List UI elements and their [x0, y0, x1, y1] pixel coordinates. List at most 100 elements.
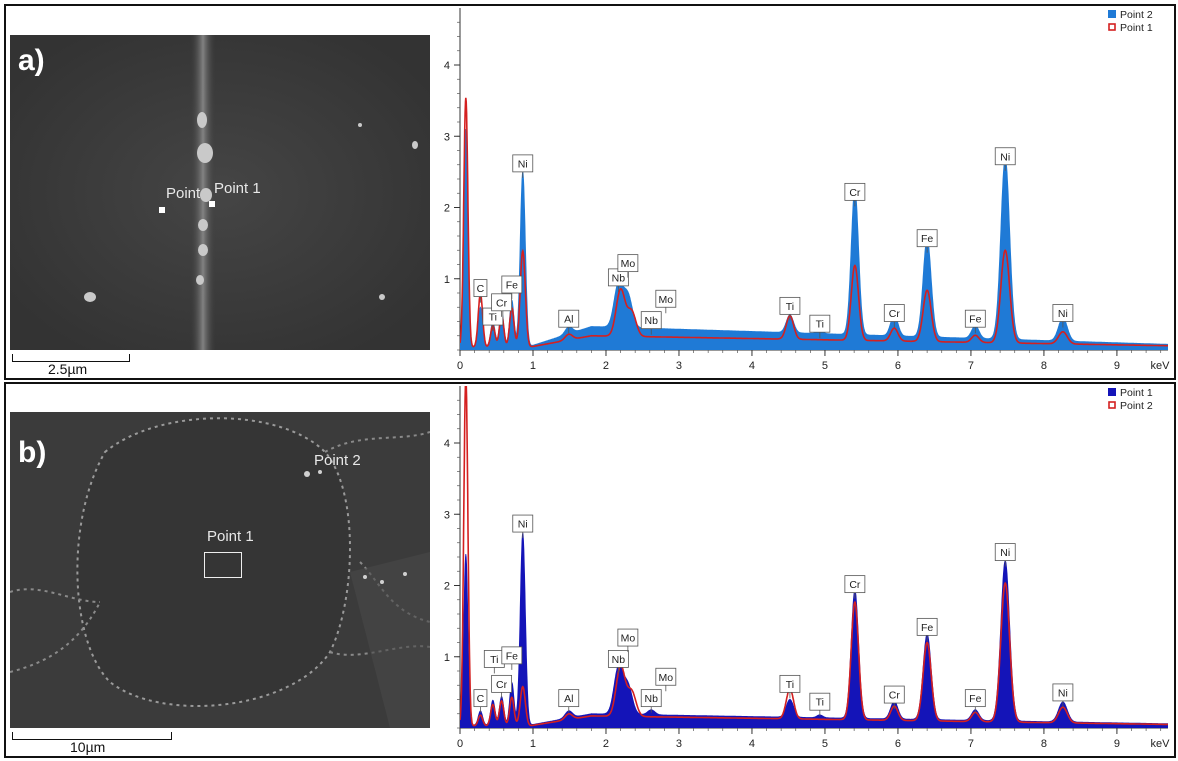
- panel-b-frame: [4, 382, 1176, 758]
- peak-tag: Cr: [491, 674, 513, 699]
- sem-point-label: Point 2: [314, 452, 361, 469]
- peak-tag-box: [491, 293, 513, 312]
- peak-tag-box: [491, 674, 513, 693]
- sem-roi-rectangle: [204, 552, 242, 578]
- peak-tag: Cr: [883, 304, 905, 328]
- peak-tag-box: [883, 685, 905, 704]
- x-tick-label: 0: [457, 360, 463, 372]
- peak-tag-box: [964, 689, 986, 708]
- peak-tag: Cr: [844, 575, 866, 599]
- legend-label: Point 2: [1120, 400, 1153, 412]
- peak-tag-label: Ni: [518, 158, 528, 170]
- x-tick-label: 8: [1041, 738, 1047, 750]
- peak-tag-label: Fe: [506, 280, 518, 292]
- scale-bar-label: 2.5µm: [48, 361, 88, 377]
- x-tick-label: 4: [749, 738, 755, 750]
- peak-tag-label: Ni: [1058, 308, 1068, 320]
- peak-tag-label: Ti: [490, 654, 498, 666]
- sem-point-marker: [159, 207, 165, 213]
- y-tick-label: 4: [444, 438, 450, 450]
- x-tick-label: 0: [457, 738, 463, 750]
- peak-tag-label: Cr: [889, 690, 901, 702]
- peak-tag-box: [844, 182, 866, 201]
- legend-swatch: [1108, 23, 1116, 31]
- peak-tag-label: Cr: [496, 297, 508, 309]
- panel-label-a: a): [18, 44, 45, 77]
- x-tick-label: 5: [822, 738, 828, 750]
- peak-tag-label: Fe: [969, 693, 981, 705]
- peak-tag: Al: [558, 309, 580, 334]
- peak-tag-label: Mo: [659, 672, 674, 684]
- peak-tag-label: Nb: [612, 272, 626, 284]
- peak-tag-label: Fe: [921, 233, 933, 245]
- peak-tag-label: Ti: [816, 697, 824, 709]
- x-tick-label: 2: [603, 738, 609, 750]
- sem-point-label: Point 1: [214, 180, 261, 197]
- peak-tag-box: [512, 154, 534, 173]
- x-tick-label: 1: [530, 360, 536, 372]
- y-tick-label: 3: [444, 131, 450, 143]
- x-tick-label: 2: [603, 360, 609, 372]
- panel-label-b: b): [18, 436, 47, 469]
- peak-tag: Nb: [640, 689, 662, 713]
- peak-tag-box: [655, 289, 677, 308]
- peak-tag-box: [994, 147, 1016, 166]
- peak-tag-label: Nb: [645, 693, 659, 705]
- legend-swatch: [1108, 388, 1116, 396]
- peak-tag-box: [916, 617, 938, 636]
- legend-label: Point 1: [1120, 22, 1153, 34]
- panel-a-sem-image: Point Point 1: [10, 35, 430, 350]
- peak-tag-box: [779, 296, 801, 315]
- peak-tag: Ni: [512, 514, 534, 539]
- x-tick-label: 1: [530, 738, 536, 750]
- peak-tag: Fe: [964, 689, 986, 713]
- peak-tag-box: [809, 692, 831, 711]
- peak-tag-box: [640, 311, 662, 330]
- x-tick-label: 6: [895, 738, 901, 750]
- peak-tag-box: [558, 309, 580, 328]
- y-tick-label: 2: [444, 203, 450, 215]
- y-tick-label: 4: [444, 60, 450, 72]
- x-axis-label: keV: [1151, 360, 1171, 372]
- peak-tag-box: [916, 229, 938, 248]
- x-tick-label: 5: [822, 360, 828, 372]
- y-tick-label: 1: [444, 274, 450, 286]
- peak-tag: Ti: [809, 314, 831, 339]
- eds-spectrum-b: 0 1 2 3 4 5 6 7 8 91234keVCTiCrFeNiAlNbMoNbMoTiTi…: [444, 386, 1170, 750]
- peak-tag: Fe: [501, 646, 523, 670]
- peak-tag: C: [473, 279, 488, 303]
- legend-label: Point 2: [1120, 9, 1153, 21]
- peak-tag-label: Fe: [969, 314, 981, 326]
- x-tick-label: 9: [1114, 738, 1120, 750]
- x-tick-label: 3: [676, 360, 682, 372]
- x-tick-label: 9: [1114, 360, 1120, 372]
- peak-tag: Fe: [964, 309, 986, 334]
- peak-tag: Mo: [617, 628, 639, 653]
- peak-tag-box: [809, 314, 831, 333]
- sem-point-marker: [209, 201, 215, 207]
- peak-tag: Ni: [994, 147, 1016, 171]
- series-point-2-line: [460, 386, 1168, 727]
- peak-tag-label: Ni: [1000, 547, 1010, 559]
- peak-tag-label: Ni: [1000, 151, 1010, 163]
- peak-tag-label: Mo: [659, 294, 674, 306]
- panel-a-frame: [4, 4, 1176, 380]
- peak-tag: Fe: [916, 617, 938, 642]
- peak-tag-label: Nb: [612, 654, 626, 666]
- peak-tag-label: Ti: [786, 301, 794, 313]
- peak-tag-box: [640, 689, 662, 708]
- peak-tag-box: [1052, 683, 1074, 702]
- series-point-1-area: [460, 532, 1168, 728]
- peak-tag-label: Al: [564, 693, 573, 705]
- panel-a-sem-texture: [10, 35, 430, 350]
- peak-tag-label: C: [477, 283, 485, 295]
- peak-tag: C: [473, 689, 488, 713]
- series-point-1-line: [460, 97, 1168, 348]
- peak-tag-box: [558, 689, 580, 708]
- peak-tag: Ti: [779, 674, 801, 699]
- legend-swatch: [1108, 10, 1116, 18]
- peak-tag: Cr: [844, 182, 866, 207]
- peak-tag: Cr: [883, 685, 905, 710]
- peak-tag-box: [501, 275, 523, 294]
- peak-tag-box: [501, 646, 523, 665]
